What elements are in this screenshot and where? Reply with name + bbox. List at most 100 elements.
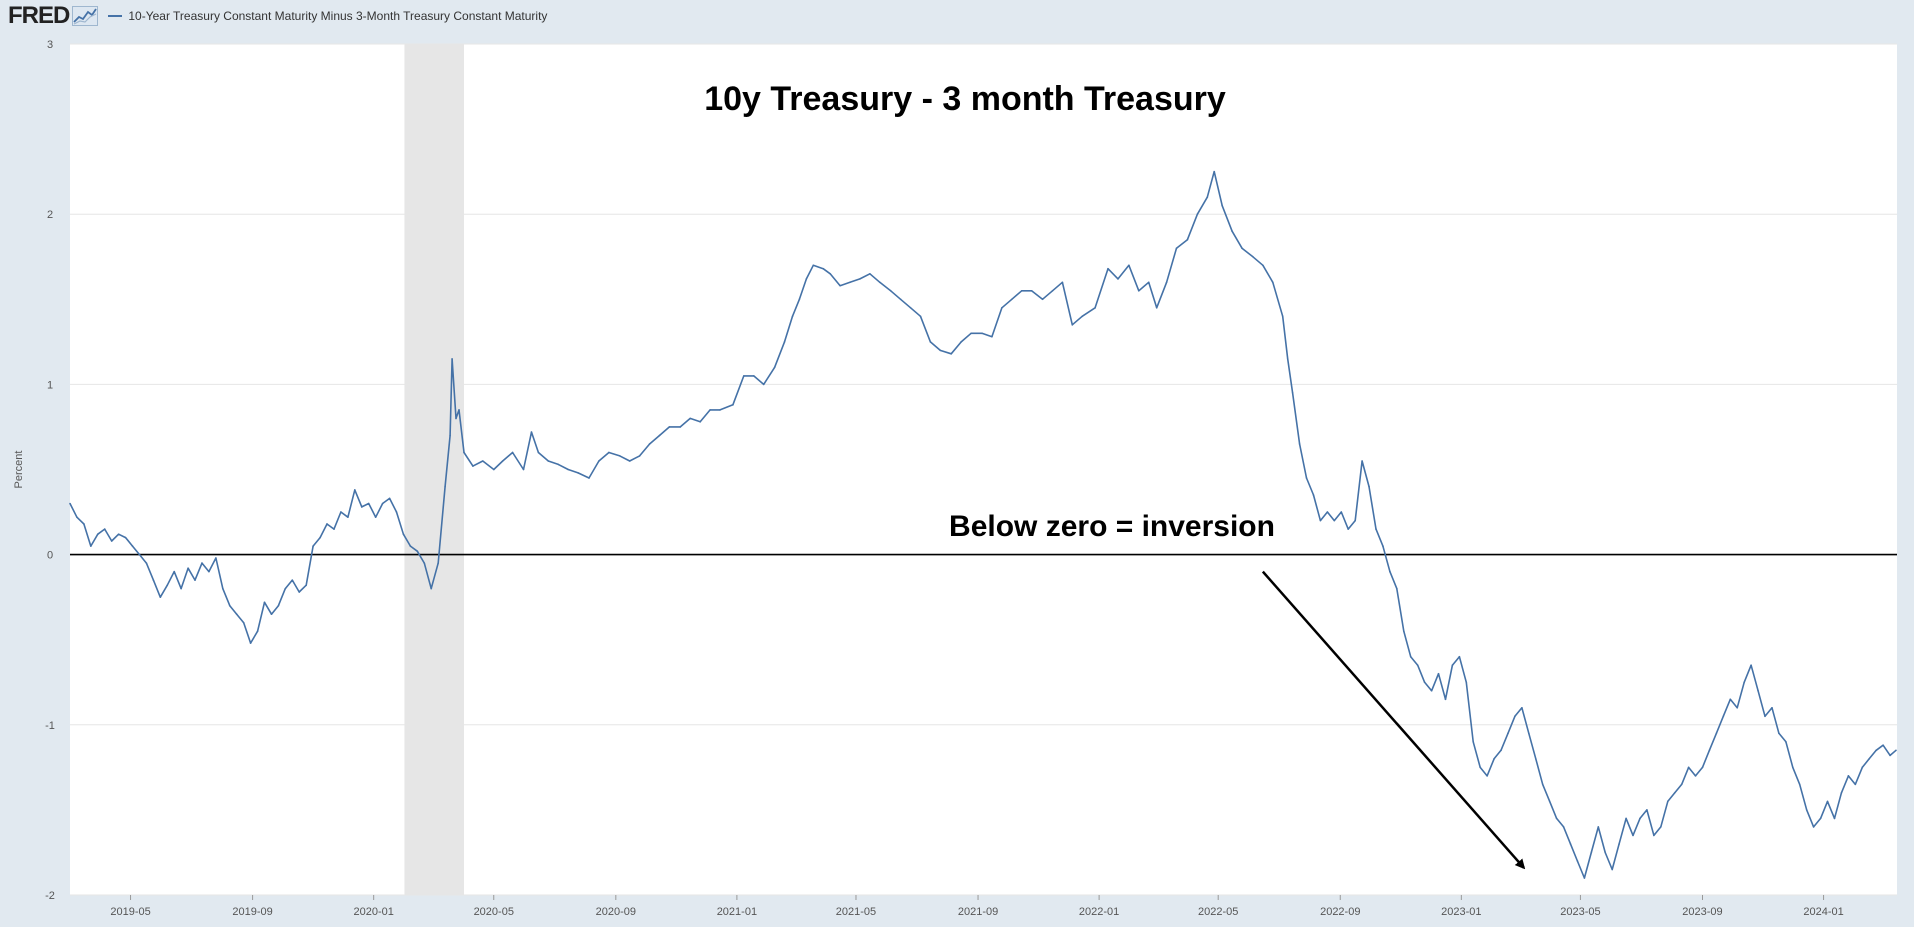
data-point <box>981 332 983 335</box>
data-point <box>1437 672 1440 675</box>
data-point <box>530 431 533 433</box>
data-point <box>658 434 661 437</box>
data-point <box>1175 247 1178 250</box>
x-tick-label: 2022-05 <box>1198 906 1238 918</box>
data-point <box>950 352 953 355</box>
data-point <box>1213 170 1216 173</box>
data-point <box>970 332 972 335</box>
data-point <box>1094 307 1096 309</box>
data-point <box>1458 655 1461 658</box>
data-point <box>83 523 85 525</box>
data-point <box>1305 477 1308 479</box>
data-point <box>588 477 590 479</box>
data-point <box>939 349 942 352</box>
data-point <box>1868 758 1871 760</box>
data-point <box>1354 519 1356 522</box>
x-tick-label: 2022-09 <box>1320 906 1360 918</box>
data-point <box>110 540 113 542</box>
data-point <box>1375 528 1377 530</box>
data-point <box>1286 358 1289 360</box>
data-point <box>1451 664 1454 667</box>
data-point <box>367 502 370 505</box>
data-point <box>1333 519 1336 522</box>
data-point <box>1252 255 1254 258</box>
data-point <box>187 567 189 570</box>
data-point <box>878 281 881 284</box>
data-point <box>618 455 621 457</box>
data-point <box>909 307 912 309</box>
data-point <box>522 468 525 471</box>
data-point <box>1576 860 1579 862</box>
data-point <box>1402 630 1405 632</box>
data-point <box>839 284 841 287</box>
data-point <box>1611 868 1613 871</box>
data-point <box>1604 851 1607 854</box>
data-point <box>1583 877 1586 879</box>
data-point <box>829 272 831 275</box>
data-point <box>1805 809 1808 811</box>
data-point <box>1701 766 1704 769</box>
x-tick-label: 2020-05 <box>474 906 514 918</box>
data-point <box>228 604 231 607</box>
data-point <box>215 557 217 559</box>
x-tick-label: 2023-01 <box>1441 906 1481 918</box>
data-point <box>298 591 301 593</box>
data-point <box>1107 267 1109 270</box>
data-point <box>90 545 92 547</box>
data-point <box>1507 732 1509 735</box>
data-point <box>284 587 287 590</box>
data-point <box>1051 289 1054 292</box>
data-point <box>492 468 495 471</box>
y-tick-label: -1 <box>45 720 55 732</box>
data-point <box>1541 783 1544 786</box>
data-point <box>1854 783 1857 786</box>
legend-series-label: 10-Year Treasury Constant Maturity Minus… <box>128 9 548 23</box>
series-points <box>69 170 1897 879</box>
data-point <box>1646 809 1648 811</box>
data-point <box>557 463 560 466</box>
data-point <box>1081 315 1084 318</box>
inversion-annotation: Below zero = inversion <box>949 510 1275 543</box>
data-point <box>732 404 734 406</box>
data-point <box>395 511 398 513</box>
fred-logo[interactable]: FRED <box>8 2 70 29</box>
data-point <box>76 516 78 518</box>
data-point <box>1430 689 1433 692</box>
y-axis-label: Percent <box>13 451 25 489</box>
data-point <box>547 460 550 462</box>
data-point <box>791 315 794 318</box>
data-point <box>1231 230 1233 233</box>
data-point <box>869 272 871 275</box>
data-point <box>340 511 342 513</box>
data-point <box>1715 732 1718 735</box>
data-point <box>743 375 745 377</box>
data-point <box>1472 741 1475 743</box>
data-point <box>270 613 273 615</box>
data-point <box>1798 783 1801 786</box>
data-point <box>1895 749 1897 752</box>
data-point <box>347 516 349 518</box>
data-point <box>1347 528 1350 530</box>
chart-title: 10y Treasury - 3 month Treasury <box>704 80 1226 118</box>
data-point <box>1361 460 1363 462</box>
data-point <box>699 421 701 423</box>
data-point <box>1514 715 1516 718</box>
data-point <box>1001 307 1003 309</box>
x-tick-label: 2021-05 <box>836 906 876 918</box>
data-point <box>1729 698 1732 701</box>
data-point <box>437 562 439 564</box>
grid-lines <box>70 43 1897 896</box>
data-point <box>1833 817 1836 820</box>
data-point <box>1465 681 1468 684</box>
y-tick-label: 1 <box>47 379 53 391</box>
data-point <box>1493 758 1495 760</box>
data-point <box>1771 706 1773 709</box>
data-point <box>138 553 141 556</box>
data-point <box>1423 681 1426 684</box>
data-point <box>628 460 631 462</box>
data-point <box>1826 800 1829 803</box>
data-point <box>416 550 419 552</box>
data-point <box>1128 264 1130 267</box>
data-point <box>1010 298 1013 301</box>
